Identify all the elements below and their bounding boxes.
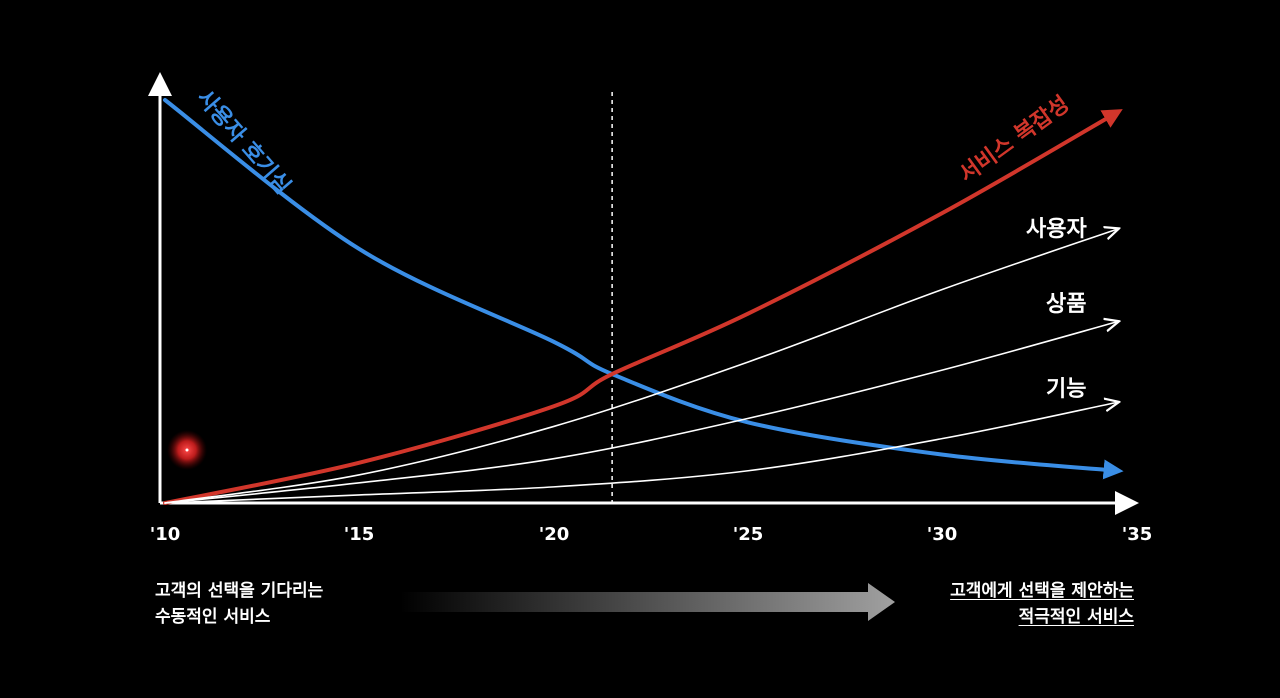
x-tick-label: '10 [150,524,181,545]
caption-left-line1: 고객의 선택을 기다리는 [155,581,324,601]
x-tick-label: '35 [1122,524,1153,545]
caption-right-line1: 고객에게 선택을 제안하는 [950,581,1134,601]
x-tick-label: '30 [927,524,958,545]
series-complexity [163,109,1123,505]
series-label-features: 기능 [1046,377,1086,402]
passive-service-caption: 고객의 선택을 기다리는 수동적인 서비스 [155,578,323,630]
transition-arrow [400,583,895,621]
series-label-products: 상품 [1046,292,1086,317]
red-dot-center [185,448,189,452]
x-tick-label: '25 [733,524,764,545]
series-products [164,322,1118,504]
caption-right-line2: 적극적인 서비스 [1018,607,1134,627]
active-service-caption: 고객에게 선택을 제안하는 적극적인 서비스 [950,578,1134,630]
x-tick-label: '20 [539,524,570,545]
caption-left-line2: 수동적인 서비스 [155,607,271,627]
series-label-curiosity: 사용자 호기심 [191,86,295,200]
series-users [164,229,1118,504]
x-tick-label: '15 [344,524,375,545]
series-features [164,402,1118,504]
series-label-users: 사용자 [1026,217,1087,242]
